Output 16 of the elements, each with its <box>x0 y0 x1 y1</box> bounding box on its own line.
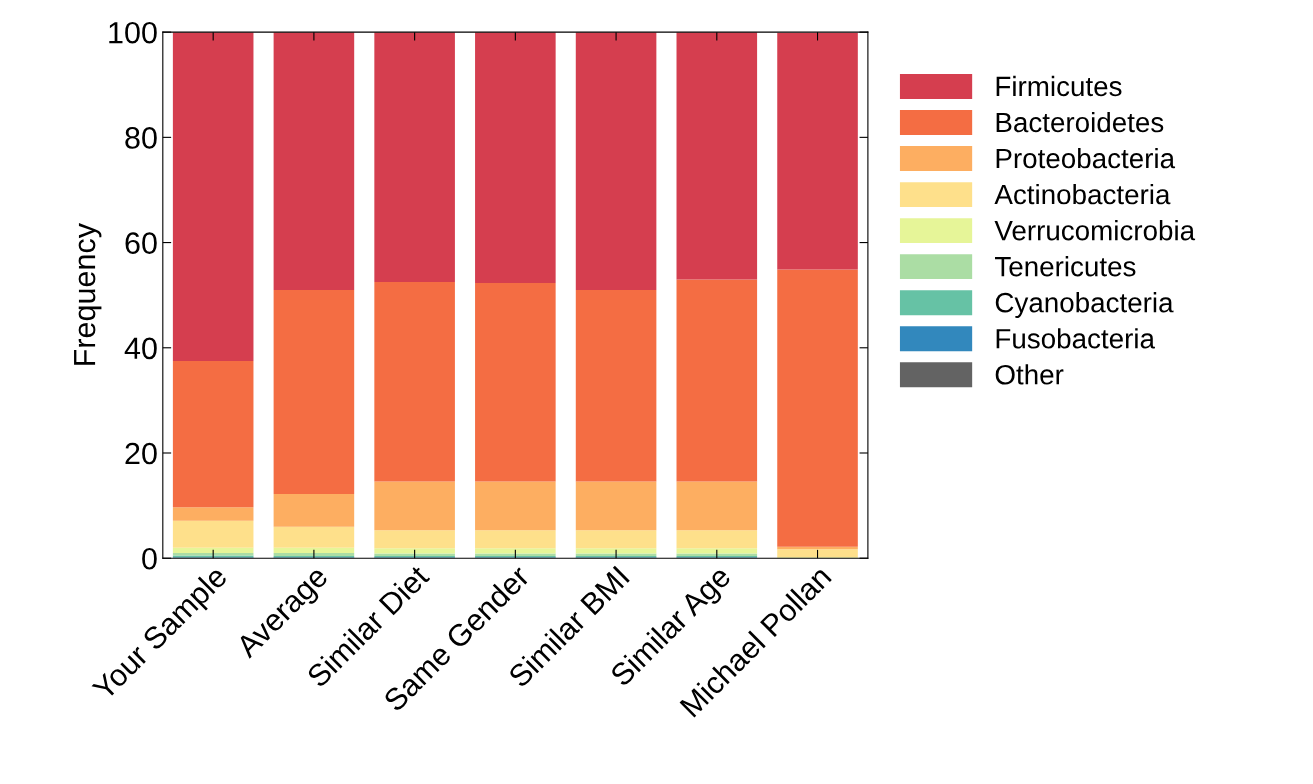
y-tick-label: 80 <box>125 127 157 149</box>
y-tick-label: 40 <box>124 337 157 360</box>
y-axis-title: Frequency <box>74 223 102 365</box>
legend-label: Actinobacteria <box>994 183 1171 205</box>
legend-label: Bacteroidetes <box>996 111 1164 133</box>
legend-label: Proteobacteria <box>996 147 1176 169</box>
y-tick-label: 60 <box>125 232 157 254</box>
legend-label: Fusobacteria <box>996 328 1155 349</box>
legend-label: Other <box>995 364 1064 385</box>
legend-label: Verrucomicrobia <box>994 220 1196 241</box>
legend-label: Firmicutes <box>996 75 1122 97</box>
legend-label: Tenericutes <box>995 256 1136 277</box>
y-tick-label: 20 <box>125 442 157 465</box>
y-tick-label: 0 <box>142 547 157 570</box>
legend-label: Cyanobacteria <box>995 292 1174 318</box>
y-tick-label: 100 <box>109 21 157 44</box>
